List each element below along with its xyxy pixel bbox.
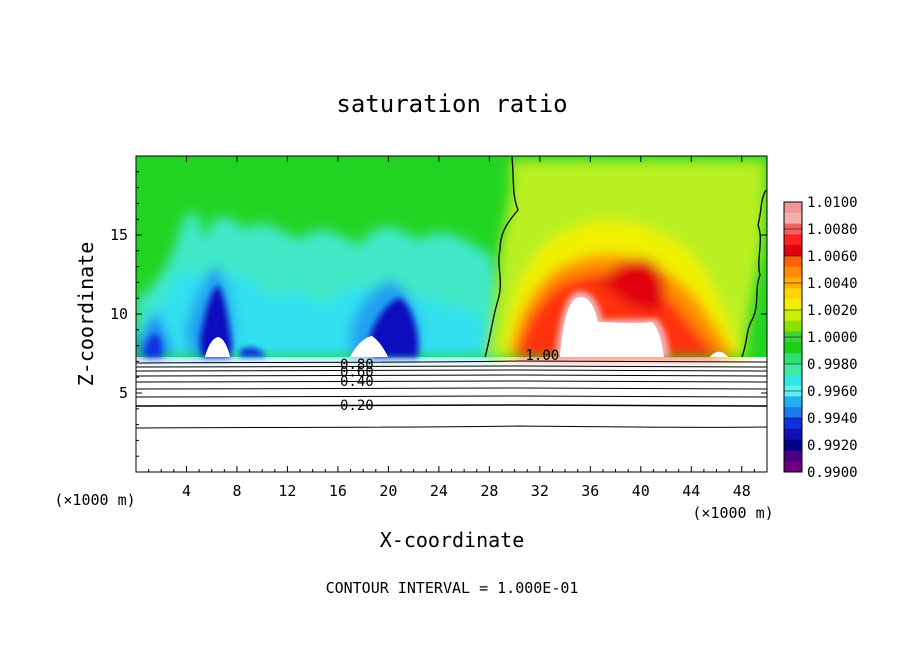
colorbar-swatch: [784, 461, 802, 473]
colorbar-label: 1.0080: [807, 222, 858, 238]
x-tick-label: 36: [581, 482, 599, 500]
x-tick-label: 44: [682, 482, 700, 500]
colorbar-swatch: [784, 342, 802, 354]
colorbar-swatch: [784, 428, 802, 441]
colorbar-label: 1.0000: [807, 330, 858, 346]
colorbar-labels: 1.0100 1.0080 1.0060 1.0040 1.0020 1.0000 0.99…: [784, 195, 858, 481]
y-tick-label: 5: [119, 384, 128, 402]
colorbar-label: 1.0040: [807, 276, 858, 292]
colorbar-swatch: [784, 407, 802, 419]
y-tick-label: 10: [110, 305, 128, 323]
x-tick-label: 12: [278, 482, 296, 500]
colorbar-label: 0.9900: [807, 465, 858, 481]
x-axis-label: X-coordinate: [380, 528, 525, 552]
colorbar-swatch: [784, 450, 802, 462]
colorbar-swatch: [784, 288, 802, 300]
contour-label: 0.40: [340, 374, 374, 390]
contour-interval-note: CONTOUR INTERVAL = 1.000E-01: [326, 579, 579, 597]
colorbar-swatch: [784, 396, 802, 408]
colorbar-label: 0.9940: [807, 411, 858, 427]
saturation-field: [136, 156, 767, 472]
x-axis-ticks: 4 8 12 16 20 24 28 32 36 40 44 48: [148, 156, 755, 500]
x-tick-label: 32: [531, 482, 549, 500]
colorbar-swatch: [784, 256, 802, 268]
colorbar-label: 0.9980: [807, 357, 858, 373]
colorbar-swatch: [784, 202, 802, 214]
y-axis-ticks: 5 10 15: [110, 171, 767, 457]
colorbar-swatch: [784, 310, 802, 322]
x-tick-label: 20: [379, 482, 397, 500]
colorbar-swatch: [784, 234, 802, 246]
contour-labels: 1.00 0.800.600.40 0.20: [340, 348, 559, 414]
contour-label: 1.00: [526, 348, 560, 364]
contour-label: 0.60: [340, 365, 374, 381]
colorbar-swatch: [784, 266, 802, 279]
x-unit-right: (×1000 m): [692, 504, 773, 522]
colorbar-swatch: [784, 245, 802, 257]
contour-label: 0.20: [340, 398, 374, 414]
colorbar-swatch: [784, 418, 802, 430]
colorbar-swatch: [784, 320, 802, 333]
colorbar-label: 0.9960: [807, 384, 858, 400]
y-tick-label: 15: [110, 226, 128, 244]
colorbar-swatch: [784, 299, 802, 311]
colorbar-label: 1.0100: [807, 195, 858, 211]
colorbar-swatch: [784, 353, 802, 365]
x-tick-label: 24: [430, 482, 448, 500]
colorbar-label: 1.0060: [807, 249, 858, 265]
colorbar-swatch: [784, 364, 802, 376]
x-tick-label: 16: [329, 482, 347, 500]
x-tick-label: 4: [182, 482, 191, 500]
colorbar-label: 0.9920: [807, 438, 858, 454]
y-axis-label: Z-coordinate: [74, 242, 98, 387]
x-tick-label: 28: [480, 482, 498, 500]
x-unit-left: (×1000 m): [54, 491, 135, 509]
x-tick-label: 40: [632, 482, 650, 500]
colorbar-swatch: [784, 212, 802, 225]
x-tick-label: 48: [733, 482, 751, 500]
contour-label: 0.80: [340, 357, 374, 373]
chart-title: saturation ratio: [336, 90, 567, 118]
x-tick-label: 8: [232, 482, 241, 500]
colorbar-label: 1.0020: [807, 303, 858, 319]
colorbar-swatch: [784, 374, 802, 387]
